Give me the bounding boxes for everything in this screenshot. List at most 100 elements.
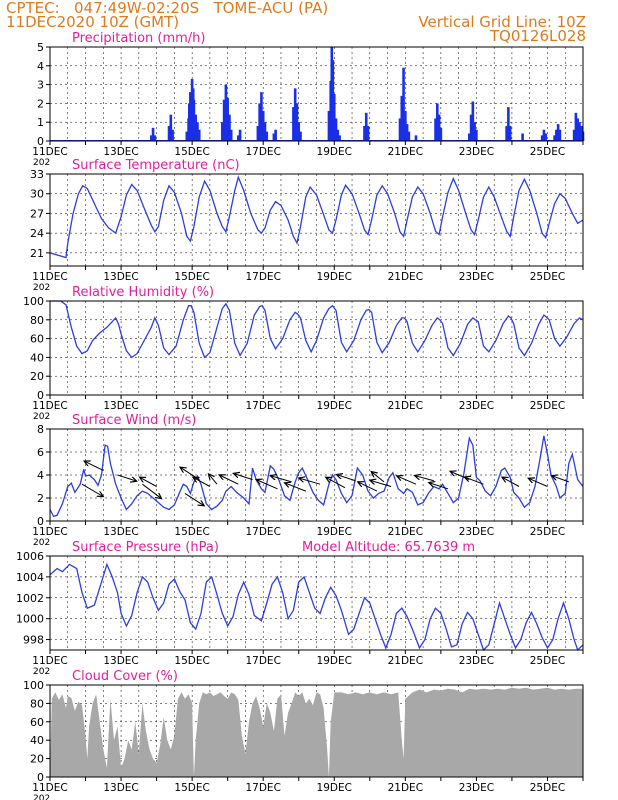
wind-ytick-label: 8 [37, 423, 44, 436]
cloud-xtick-label: 17DEC [245, 782, 280, 794]
precip-bar [229, 129, 233, 141]
precip-xtick-suffix: 202 [33, 158, 50, 168]
rh-ytick-label: 80 [30, 314, 44, 327]
cloud-xtick-label: 23DEC [459, 782, 494, 794]
precip-bar [467, 133, 471, 141]
precip-bar [521, 133, 524, 141]
wind-wind-arrow [184, 492, 204, 505]
wind-wind-arrow [552, 476, 569, 483]
precip-bar [258, 103, 261, 141]
wind-wind-arrow [429, 483, 449, 490]
temp-ytick-label: 21 [30, 247, 44, 260]
precip-bar [579, 125, 583, 141]
precip-bar [153, 135, 157, 141]
wind-xtick-label: 13DEC [103, 526, 138, 538]
rh-xtick-label: 25DEC [530, 400, 565, 412]
temp-frame [49, 173, 584, 267]
press-xtick-label: 19DEC [317, 655, 352, 667]
rh-xtick-label: 21DEC [388, 400, 423, 412]
wind-ytick-label: 4 [37, 469, 44, 482]
temp-xtick-label: 15DEC [174, 271, 209, 283]
press-ytick-label: 1002 [16, 592, 44, 605]
wind-wind-arrow [415, 476, 434, 482]
model-header: TQ0126L028 [489, 27, 586, 45]
wind-wind-arrow [270, 476, 292, 483]
press-panel: Surface Pressure (hPa) Model Altitude: 65… [16, 540, 584, 677]
precip-bar [224, 84, 228, 141]
precip-bar [332, 94, 336, 141]
press-xtick-label: 21DEC [388, 655, 423, 667]
precip-ytick-label: 0 [37, 135, 44, 148]
temp-ytick-label: 24 [30, 227, 44, 240]
precip-bar [505, 125, 508, 141]
precip-bar [436, 103, 439, 141]
temp-xtick-label: 13DEC [103, 271, 138, 283]
precip-bar [149, 135, 153, 141]
press-ytick-label: 998 [23, 634, 44, 647]
precip-bar [404, 110, 407, 141]
wind-wind-arrow [193, 477, 211, 487]
wind-wind-arrow [336, 475, 356, 482]
precip-bar [299, 131, 302, 141]
precip-bar [508, 125, 512, 141]
rh-ytick-label: 60 [30, 333, 44, 346]
run-date-header: 11DEC2020 10Z (GMT) [6, 13, 180, 31]
rh-ytick-label: 40 [30, 351, 44, 364]
wind-xtick-suffix: 202 [33, 538, 50, 548]
temp-title: Surface Temperature (nC) [72, 158, 240, 173]
cloud-frame [49, 684, 584, 778]
wind-ytick-label: 2 [37, 492, 44, 505]
cloud-xtick-label: 11DEC [32, 782, 67, 794]
precip-bar [238, 129, 242, 141]
press-xtick-label: 15DEC [174, 655, 209, 667]
temp-ytick-label: 30 [30, 188, 44, 201]
precip-bar [221, 122, 224, 141]
rh-title: Relative Humidity (%) [72, 285, 214, 300]
precip-bar [197, 129, 201, 141]
precip-bar [226, 97, 229, 141]
wind-panel: Surface Wind (m/s) 0 2 4 6 8 11DEC 13DEC 15DEC 17… [32, 413, 584, 548]
precip-bar [274, 129, 277, 141]
wind-wind-arrow [502, 477, 520, 487]
rh-ytick-label: 20 [30, 370, 44, 383]
precip-bar [196, 122, 199, 141]
wind-wind-arrow [370, 480, 392, 487]
precip-ytick-label: 1 [37, 116, 44, 129]
wind-wind-arrow [256, 479, 278, 490]
precip-panel: Precipitation (mm/h) 0 1 2 3 4 5 11DEC 13DEC 15DE… [32, 31, 585, 168]
precip-bar [405, 124, 409, 141]
precip-bar [194, 114, 197, 141]
cloud-xtick-label: 15DEC [174, 782, 209, 794]
precip-xtick-label: 13DEC [103, 146, 138, 158]
precip-bar [265, 131, 269, 141]
precip-bar [237, 135, 240, 141]
precip-bar [189, 92, 192, 141]
precip-bar [414, 135, 418, 141]
precip-title: Precipitation (mm/h) [72, 31, 205, 46]
precip-bar [260, 92, 263, 141]
wind-wind-arrow [285, 483, 307, 492]
temp-xtick-label: 19DEC [317, 271, 352, 283]
wind-xtick-label: 23DEC [459, 526, 494, 538]
press-xtick-label: 11DEC [32, 655, 67, 667]
wind-xtick-label: 17DEC [245, 526, 280, 538]
precip-xtick-label: 15DEC [174, 146, 209, 158]
rh-xtick-label: 19DEC [317, 400, 352, 412]
wind-wind-arrow [528, 478, 548, 487]
precip-bar [507, 107, 510, 141]
wind-wind-arrow [464, 477, 484, 485]
precip-ytick-label: 5 [37, 41, 44, 54]
precip-bar [574, 112, 578, 141]
precip-bar [272, 133, 276, 141]
temp-panel: Surface Temperature (nC) 21 24 27 30 33 11DEC 1… [30, 158, 584, 293]
precip-bar [542, 129, 546, 141]
precip-bar [437, 114, 441, 141]
rh-xtick-label: 11DEC [32, 400, 67, 412]
press-frame [49, 555, 584, 651]
wind-xtick-label: 21DEC [388, 526, 423, 538]
rh-series-line [50, 300, 584, 359]
rh-xtick-label: 13DEC [103, 400, 138, 412]
precip-bar [555, 129, 558, 141]
wind-wind-arrow [397, 476, 417, 485]
